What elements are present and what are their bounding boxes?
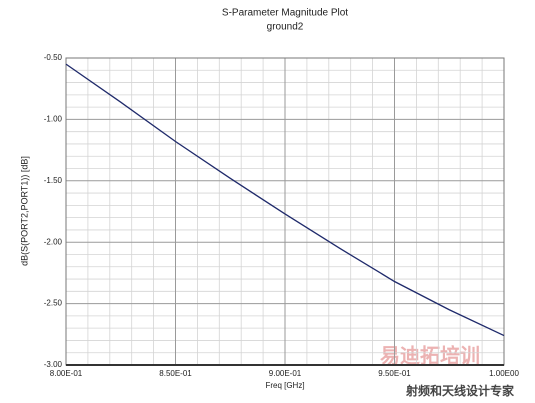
y-tick-label: -0.50 (44, 53, 63, 62)
x-tick-label: 8.00E-01 (50, 369, 83, 378)
y-axis-label: dB(S(PORT2,PORT1)) [dB] (19, 156, 29, 266)
chart-title: S-Parameter Magnitude Plot (222, 8, 348, 19)
chart-subtitle: ground2 (267, 22, 304, 33)
x-tick-label: 9.50E-01 (378, 369, 411, 378)
x-axis-label: Freq [GHz] (265, 381, 304, 390)
y-tick-label: -3.00 (44, 360, 63, 369)
y-tick-label: -2.00 (44, 237, 63, 246)
x-tick-label: 1.00E00 (489, 369, 519, 378)
series-line (65, 63, 505, 337)
y-tick-label: -1.00 (44, 115, 63, 124)
x-tick-label: 9.00E-01 (269, 369, 302, 378)
y-tick-label: -1.50 (44, 176, 63, 185)
y-tick-label: -2.50 (44, 299, 63, 308)
x-tick-label: 8.50E-01 (159, 369, 192, 378)
watermark-tagline: 射频和天线设计专家 (405, 383, 515, 398)
watermark-logo: 易迪拓培训 (380, 343, 480, 367)
